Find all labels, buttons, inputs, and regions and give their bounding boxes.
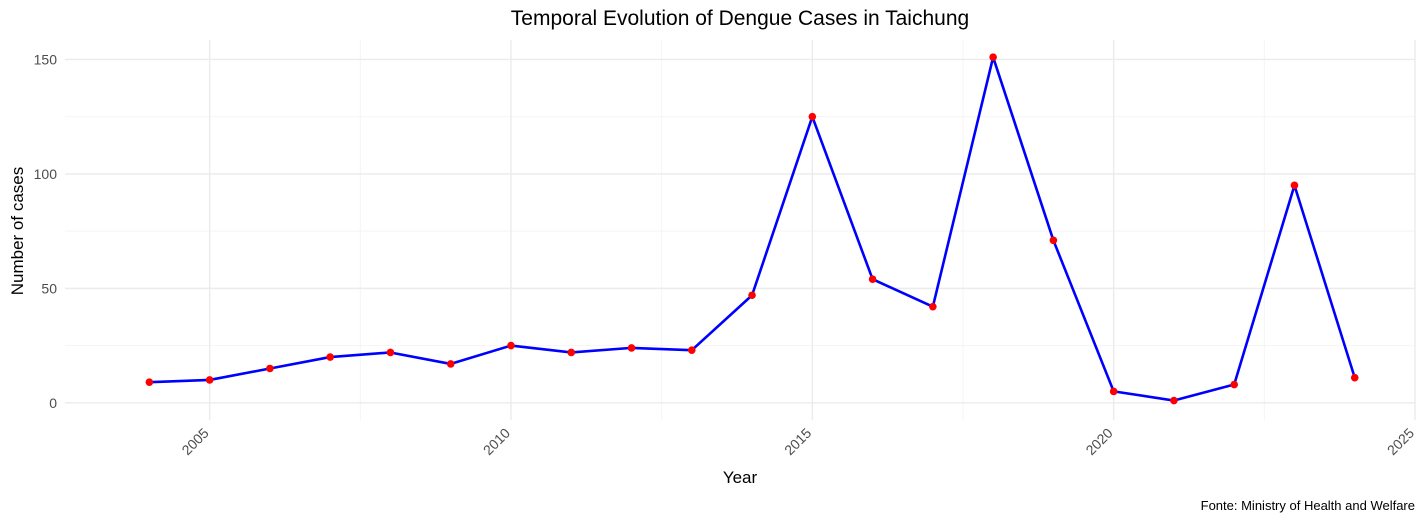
series-line xyxy=(148,55,1357,402)
data-point xyxy=(567,348,576,357)
data-point xyxy=(989,53,997,61)
y-tick-label: 0 xyxy=(49,395,57,411)
source-caption: Fonte: Ministry of Health and Welfare xyxy=(1201,498,1415,513)
data-point xyxy=(868,275,877,284)
series-line-group xyxy=(148,55,1357,402)
data-point xyxy=(808,112,817,121)
data-point xyxy=(929,302,937,311)
x-tick-label: 2005 xyxy=(178,425,211,458)
tick-labels: 0 50 100 150 2005 2010 2015 2020 2025 xyxy=(34,51,1418,458)
data-point xyxy=(326,353,334,361)
data-point xyxy=(1230,380,1238,389)
data-point xyxy=(1109,387,1118,396)
grid xyxy=(65,40,1416,420)
data-point xyxy=(748,291,756,300)
y-axis-title: Number of cases xyxy=(8,167,27,296)
data-point xyxy=(446,360,455,368)
y-tick-label: 50 xyxy=(41,280,57,296)
data-point xyxy=(1049,236,1058,245)
data-point xyxy=(205,376,214,384)
data-points xyxy=(145,53,1359,405)
y-tick-label: 100 xyxy=(34,166,58,182)
data-point xyxy=(386,348,395,357)
data-point xyxy=(266,364,274,373)
data-point xyxy=(507,341,515,350)
x-tick-label: 2010 xyxy=(480,425,513,458)
data-point xyxy=(627,344,636,352)
x-axis-title: Year xyxy=(723,468,758,487)
data-point xyxy=(1350,373,1359,382)
y-tick-label: 150 xyxy=(34,51,58,67)
data-point xyxy=(145,378,154,387)
chart-title: Temporal Evolution of Dengue Cases in Ta… xyxy=(511,7,969,30)
data-point xyxy=(687,346,696,354)
x-tick-label: 2020 xyxy=(1082,425,1115,458)
x-tick-label: 2025 xyxy=(1384,425,1417,458)
x-tick-label: 2015 xyxy=(781,425,814,458)
data-point xyxy=(1290,181,1299,190)
data-point xyxy=(1170,396,1178,405)
